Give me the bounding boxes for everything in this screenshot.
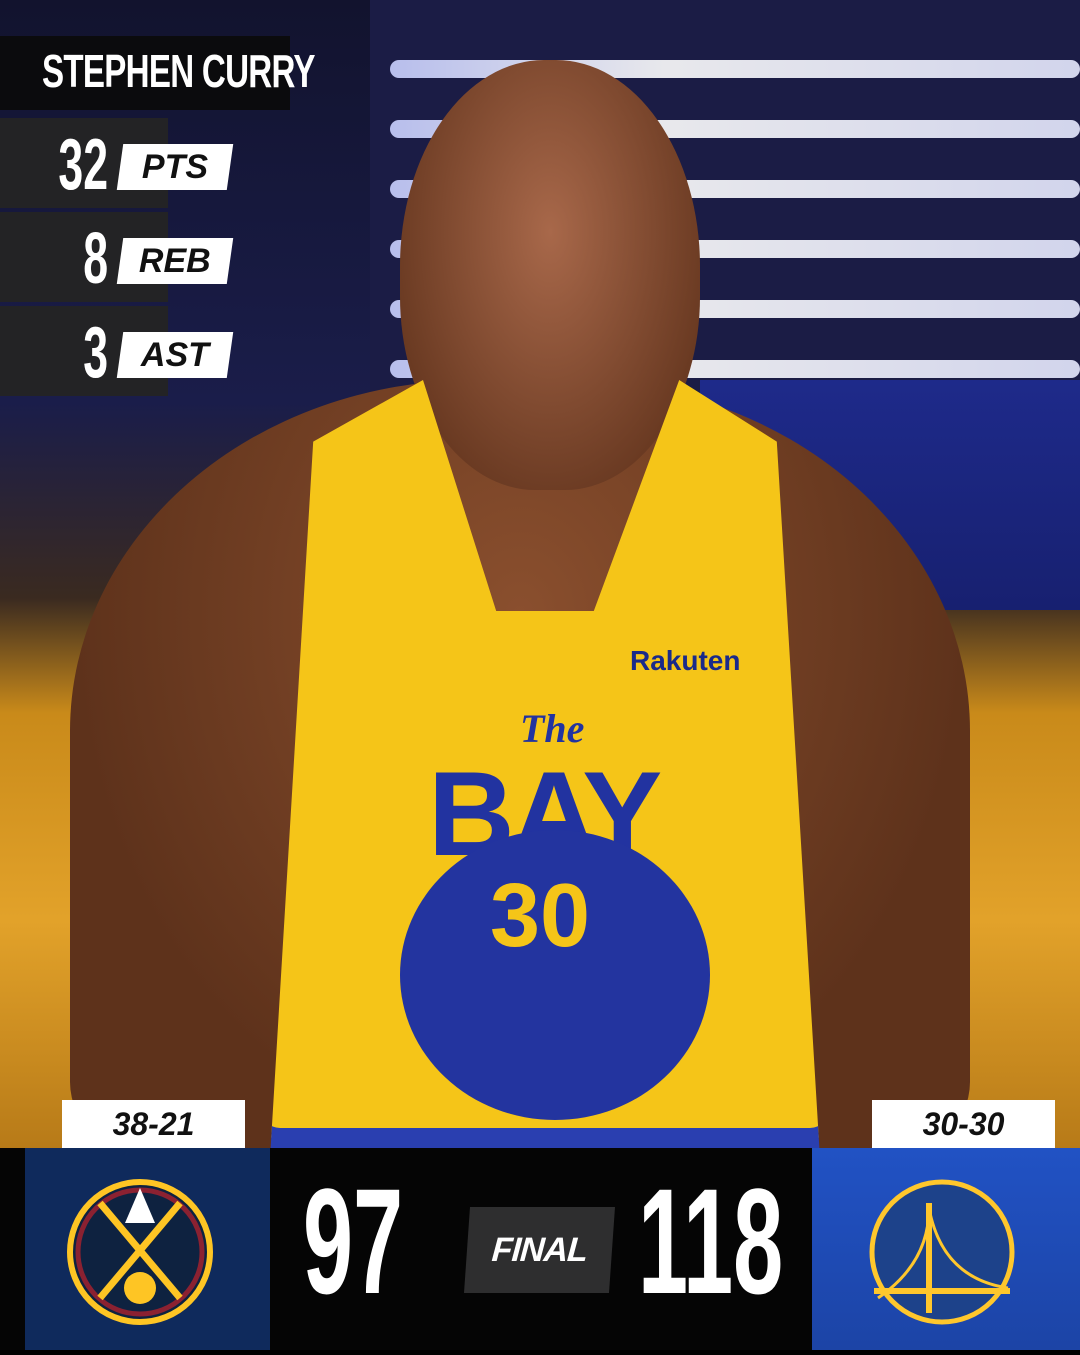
stat-label: PTS [141,147,209,186]
stat-value: 8 [83,219,108,299]
stat-value: 3 [83,313,108,393]
stat-value: 32 [58,125,108,205]
player-name: STEPHEN CURRY [42,45,316,97]
stat-row-rebounds: 8 REB [0,212,234,302]
away-team-panel [25,1148,270,1350]
jersey-sponsor: Rakuten [630,645,741,676]
stat-row-points: 32 PTS [0,118,234,208]
stat-label-box: PTS [116,144,234,190]
jersey-logo-circle [400,830,710,1120]
nuggets-logo-icon [67,1179,213,1325]
away-record: 38-21 [62,1100,245,1148]
stat-label-box: REB [116,238,234,284]
stat-label-box: AST [116,332,234,378]
jersey-number: 30 [490,866,591,966]
player-name-bar: STEPHEN CURRY [0,36,316,110]
away-score: 97 [303,1157,404,1325]
game-status: FINAL [490,1230,589,1269]
scoreboard: 97 FINAL 118 [0,1148,1080,1350]
warriors-logo-icon [869,1179,1015,1325]
game-status-badge: FINAL [463,1207,616,1293]
home-record: 30-30 [872,1100,1055,1148]
player-head [400,60,700,490]
jersey-script: The [520,706,585,751]
stat-label: AST [141,335,209,374]
stat-label: REB [139,241,211,280]
home-team-panel [812,1148,1080,1350]
home-score: 118 [638,1157,784,1325]
player-photo: Rakuten The BAY 30 [0,0,1080,1150]
stat-row-assists: 3 AST [0,306,234,396]
